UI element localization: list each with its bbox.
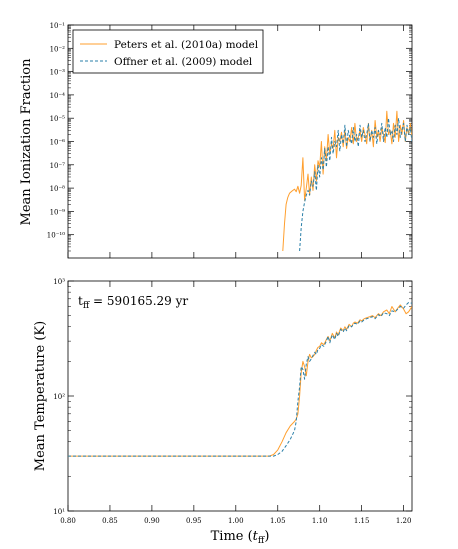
- ionization-y-tick-label: 10⁻³: [50, 69, 66, 77]
- time-x-axis-label: Time (tff): [211, 529, 270, 546]
- legend-box: [72, 29, 264, 74]
- temperature-y-tick-label: 10²: [53, 393, 65, 401]
- temperature-series-peters-line: [68, 304, 412, 457]
- legend: Peters et al. (2010a) model Offner et al…: [72, 29, 264, 74]
- time-x-tick-label: 1.05: [270, 517, 286, 525]
- time-x-tick-label: 0.80: [60, 517, 76, 525]
- time-x-tick-label: 1.00: [228, 517, 244, 525]
- time-x-tick-label: 1.20: [396, 517, 412, 525]
- ionization-y-ticks: 10⁻¹⁰ 10⁻⁹ 10⁻⁸ 10⁻⁷ 10⁻⁶ 10⁻⁵ 10⁻⁴ 10⁻³ 10⁻² 10⁻…: [47, 22, 412, 252]
- ionization-y-tick-label: 10⁻⁸: [50, 185, 66, 193]
- ionization-y-tick-label: 10⁻⁷: [50, 162, 66, 170]
- legend-label-offner: Offner et al. (2009) model: [114, 56, 253, 68]
- ionization-y-tick-label: 10⁻¹: [50, 22, 66, 30]
- temperature-y-ticks: 10¹ 10² 10³: [53, 278, 412, 516]
- ionization-y-tick-label: 10⁻¹⁰: [47, 232, 65, 240]
- ionization-x-ticks: [67, 25, 404, 258]
- time-x-tick-label: 1.15: [354, 517, 370, 525]
- temperature-series: [68, 302, 412, 457]
- temperature-series-offner-line: [68, 302, 412, 457]
- time-x-tick-label: 0.90: [144, 517, 160, 525]
- temperature-y-axis-label: Mean Temperature (K): [33, 321, 48, 471]
- temperature-y-tick-label: 10¹: [53, 508, 65, 516]
- legend-label-peters: Peters et al. (2010a) model: [114, 39, 259, 51]
- time-x-tick-label: 0.85: [102, 517, 118, 525]
- ionization-y-tick-label: 10⁻⁴: [50, 92, 66, 100]
- ionization-y-tick-label: 10⁻⁹: [50, 208, 66, 216]
- temperature-panel: 10¹ 10² 10³ 0.80 0.85 0.90 0.95 1.00 1.05 1.10 1.…: [33, 278, 413, 546]
- ionization-y-tick-label: 10⁻⁵: [50, 115, 66, 123]
- temperature-y-tick-label: 10³: [53, 278, 65, 286]
- ionization-series: [282, 110, 412, 252]
- ionization-y-tick-label: 10⁻²: [50, 45, 66, 53]
- free-fall-time-annotation: tff = 590165.29 yr: [78, 294, 188, 311]
- time-x-tick-label: 0.95: [186, 517, 202, 525]
- time-x-tick-label: 1.10: [312, 517, 328, 525]
- ionization-y-tick-label: 10⁻⁶: [50, 139, 66, 147]
- ionization-y-axis-label: Mean Ionization Fraction: [19, 58, 34, 226]
- temperature-x-ticks: 0.80 0.85 0.90 0.95 1.00 1.05 1.10 1.15 1.20: [60, 281, 411, 525]
- ionization-panel: 10⁻¹⁰ 10⁻⁹ 10⁻⁸ 10⁻⁷ 10⁻⁶ 10⁻⁵ 10⁻⁴ 10⁻³ 10⁻² 10⁻…: [19, 22, 413, 259]
- ionization-series-offner-line: [299, 117, 412, 252]
- temperature-plot-frame: [67, 280, 413, 512]
